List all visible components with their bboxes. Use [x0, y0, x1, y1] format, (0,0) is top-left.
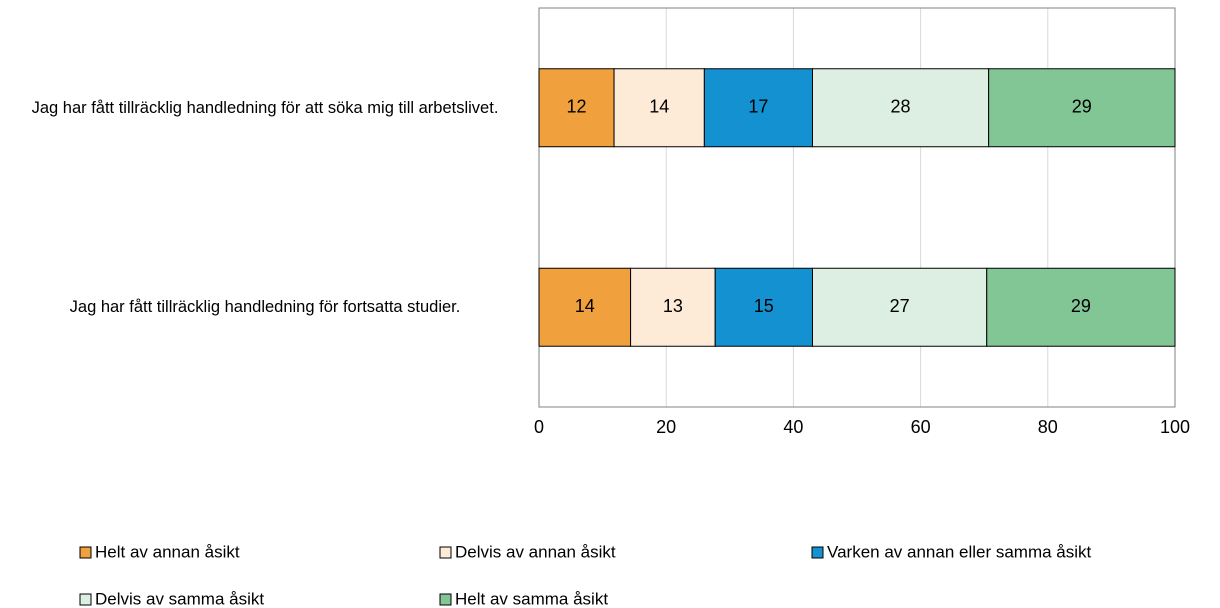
bar-segment	[811, 267, 988, 347]
value-label: 28	[891, 97, 911, 117]
value-label: 14	[649, 97, 669, 117]
legend-label: Delvis av samma åsikt	[95, 589, 264, 608]
bar-segment	[811, 68, 990, 148]
value-label: 29	[1071, 296, 1091, 316]
bar-segment	[988, 68, 1176, 148]
x-tick-label: 60	[911, 417, 931, 437]
x-tick-label: 20	[656, 417, 676, 437]
bar-segment	[630, 267, 716, 347]
x-tick-label: 0	[534, 417, 544, 437]
value-label: 12	[567, 97, 587, 117]
legend-swatch	[79, 546, 92, 559]
plot-border	[538, 7, 1176, 408]
bar-segment	[613, 68, 705, 148]
legend-label: Helt av annan åsikt	[95, 542, 240, 561]
bar-segment	[986, 267, 1176, 347]
legend-swatch	[79, 593, 92, 606]
legend-label: Delvis av annan åsikt	[455, 542, 616, 561]
value-label: 17	[748, 97, 768, 117]
bar-segment	[538, 68, 615, 148]
bar-segment	[703, 68, 813, 148]
legend-swatch	[439, 593, 452, 606]
value-label: 27	[890, 296, 910, 316]
bar-segment	[714, 267, 813, 347]
category-label: Jag har fått tillräcklig handledning för…	[31, 98, 499, 117]
value-label: 14	[575, 296, 595, 316]
x-tick-label: 100	[1160, 417, 1190, 437]
x-tick-label: 80	[1038, 417, 1058, 437]
value-label: 15	[754, 296, 774, 316]
legend-swatch	[811, 546, 824, 559]
legend-swatch	[439, 546, 452, 559]
legend-label: Varken av annan eller samma åsikt	[827, 542, 1092, 561]
x-tick-label: 40	[783, 417, 803, 437]
legend-label: Helt av samma åsikt	[455, 589, 608, 608]
value-label: 29	[1072, 97, 1092, 117]
value-label: 13	[663, 296, 683, 316]
category-label: Jag har fått tillräcklig handledning för…	[69, 298, 461, 317]
